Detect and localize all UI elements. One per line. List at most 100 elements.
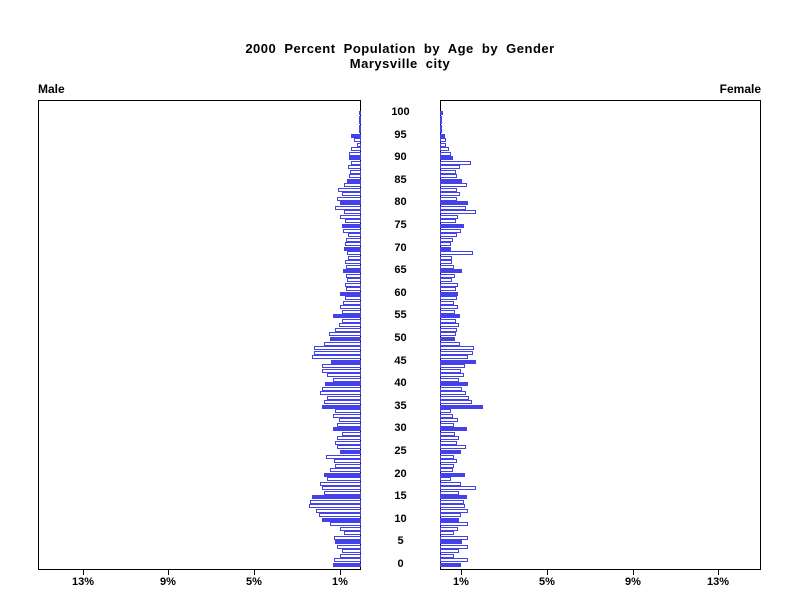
bar-female-age-7 — [440, 531, 454, 536]
age-tick-label-15: 15 — [394, 490, 407, 503]
bar-male-age-27 — [335, 440, 361, 445]
bar-male-age-14 — [310, 499, 361, 504]
x-tick-label-right-9%: 9% — [625, 576, 641, 588]
bar-male-age-15 — [312, 495, 361, 500]
bar-male-age-68 — [348, 255, 361, 260]
bar-female-age-46 — [440, 355, 468, 360]
bar-male-age-24 — [326, 454, 361, 459]
bar-female-age-47 — [440, 350, 473, 355]
bar-female-age-82 — [440, 192, 460, 197]
bar-male-age-19 — [327, 477, 361, 482]
bar-male-age-23 — [334, 459, 361, 464]
age-tick-label-95: 95 — [394, 128, 407, 141]
bar-male-age-71 — [345, 242, 361, 247]
bar-male-age-30 — [333, 427, 361, 432]
bar-male-age-99 — [359, 115, 361, 120]
bar-female-age-54 — [440, 318, 456, 323]
bar-male-age-69 — [347, 251, 361, 256]
bar-male-age-4 — [337, 544, 361, 549]
bar-female-age-32 — [440, 418, 458, 423]
bar-male-age-40 — [325, 382, 361, 387]
bar-male-age-1 — [334, 558, 361, 563]
bar-male-age-34 — [335, 409, 361, 414]
age-tick-label-100: 100 — [391, 106, 410, 118]
bar-female-age-88 — [440, 165, 460, 170]
bar-female-age-31 — [440, 422, 454, 427]
age-tick-label-80: 80 — [394, 196, 407, 209]
bar-female-age-60 — [440, 291, 458, 296]
bar-female-age-89 — [440, 160, 471, 165]
bar-female-age-85 — [440, 178, 462, 183]
bar-female-age-95 — [440, 133, 445, 138]
bar-female-age-45 — [440, 359, 476, 364]
bar-female-age-69 — [440, 251, 473, 256]
bar-male-age-25 — [340, 450, 361, 454]
bar-male-age-50 — [330, 337, 361, 341]
age-tick-label-10: 10 — [394, 512, 407, 525]
bar-male-age-66 — [346, 264, 361, 269]
bar-female-age-70 — [440, 246, 451, 251]
bar-female-age-26 — [440, 445, 466, 450]
bar-male-age-80 — [340, 201, 361, 206]
bar-male-age-56 — [342, 309, 361, 314]
age-tick-label-0: 0 — [397, 558, 404, 570]
bar-female-age-65 — [440, 269, 462, 274]
bar-male-age-7 — [344, 531, 361, 536]
x-tick-label-right-1%: 1% — [453, 576, 469, 588]
bar-female-age-71 — [440, 242, 451, 247]
bar-female-age-52 — [440, 327, 457, 332]
bar-male-age-76 — [345, 219, 361, 224]
bar-male-age-41 — [333, 377, 361, 382]
bar-male-age-52 — [335, 327, 361, 332]
age-tick-label-65: 65 — [394, 264, 407, 277]
bar-female-age-6 — [440, 535, 468, 540]
x-tick-label-left-1%: 1% — [332, 576, 348, 588]
bar-female-age-97 — [440, 124, 442, 129]
bar-male-age-67 — [345, 260, 361, 265]
bar-female-age-36 — [440, 400, 472, 405]
chart-title-line1: 2000 Percent Population by Age by Gender — [245, 41, 555, 56]
bar-female-age-39 — [440, 386, 462, 391]
bar-female-age-41 — [440, 377, 459, 382]
bar-male-age-58 — [343, 300, 361, 305]
bar-female-age-57 — [440, 305, 458, 310]
bar-male-age-45 — [331, 359, 361, 364]
x-tick-left-5% — [254, 570, 255, 575]
male-bars-panel — [38, 100, 361, 570]
x-tick-left-13% — [83, 570, 84, 575]
x-tick-right-5% — [547, 570, 548, 575]
bar-male-age-72 — [346, 237, 361, 242]
bar-male-age-57 — [340, 305, 361, 310]
bar-male-age-55 — [333, 314, 361, 319]
bar-female-age-21 — [440, 468, 453, 473]
bar-male-age-26 — [337, 445, 361, 450]
bar-male-age-46 — [312, 355, 361, 360]
bar-male-age-77 — [340, 214, 361, 219]
bar-female-age-43 — [440, 368, 461, 373]
bar-male-age-62 — [345, 282, 361, 287]
age-tick-label-25: 25 — [394, 445, 407, 457]
bar-female-age-67 — [440, 260, 452, 265]
chart-title-line2: Marysville city — [349, 56, 451, 71]
bar-male-age-8 — [340, 526, 361, 531]
x-tick-left-1% — [340, 570, 341, 575]
bar-male-age-60 — [340, 291, 361, 296]
bar-female-age-4 — [440, 544, 468, 549]
age-tick-label-85: 85 — [394, 173, 407, 186]
bar-female-age-27 — [440, 440, 457, 445]
bar-female-age-14 — [440, 499, 464, 504]
x-tick-right-13% — [718, 570, 719, 575]
bar-male-age-84 — [344, 183, 361, 188]
bar-male-age-5 — [335, 540, 361, 545]
age-tick-label-50: 50 — [394, 332, 407, 344]
bar-female-age-5 — [440, 540, 462, 545]
bar-male-age-85 — [347, 178, 361, 183]
bar-female-age-96 — [440, 129, 442, 134]
bar-male-age-3 — [342, 549, 361, 554]
x-tick-label-right-5%: 5% — [539, 576, 555, 588]
age-tick-label-35: 35 — [394, 399, 407, 412]
bar-male-age-82 — [342, 192, 361, 197]
bar-female-age-92 — [440, 147, 449, 152]
bar-female-age-8 — [440, 526, 458, 531]
